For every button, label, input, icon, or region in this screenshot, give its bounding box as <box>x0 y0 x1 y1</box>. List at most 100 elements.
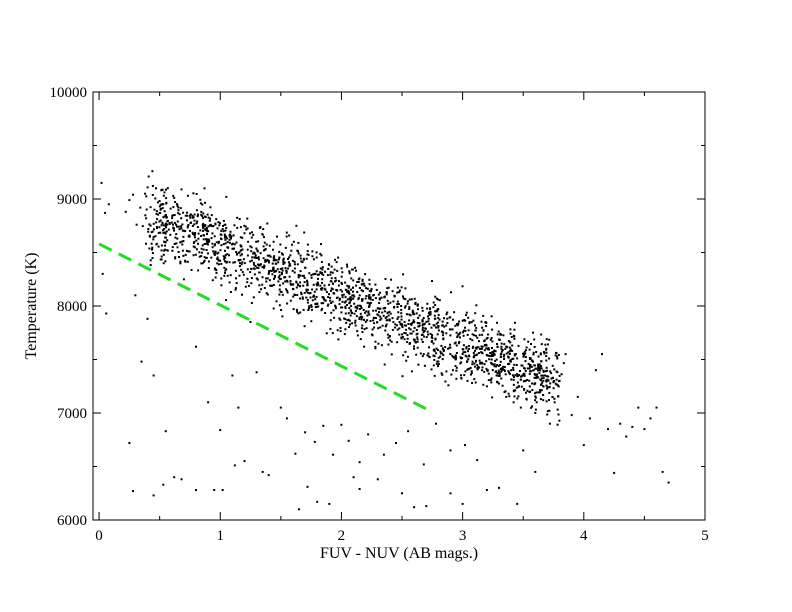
data-point <box>322 424 325 427</box>
data-point <box>329 296 332 299</box>
data-point <box>422 317 425 319</box>
data-point <box>426 354 429 357</box>
data-point <box>398 291 401 294</box>
data-point <box>239 265 241 268</box>
data-point <box>313 272 316 275</box>
data-point <box>503 368 506 371</box>
data-point <box>356 334 359 337</box>
data-point <box>278 250 281 253</box>
data-point <box>520 385 523 388</box>
data-point <box>419 352 422 355</box>
data-point <box>246 277 249 280</box>
data-point <box>292 308 295 311</box>
data-point <box>430 368 433 371</box>
data-point <box>266 293 269 296</box>
data-point <box>459 331 462 334</box>
data-point <box>425 336 428 339</box>
data-point <box>379 326 382 329</box>
data-point <box>255 240 258 243</box>
data-point <box>315 270 318 273</box>
data-point <box>383 310 386 313</box>
data-point <box>410 332 413 335</box>
data-point <box>372 317 375 320</box>
data-point <box>305 296 308 299</box>
data-point <box>163 191 166 194</box>
data-point <box>163 210 166 213</box>
data-point <box>426 330 429 333</box>
data-point <box>162 194 165 197</box>
data-point <box>509 348 512 351</box>
data-point <box>454 324 457 327</box>
data-point <box>316 284 319 287</box>
data-point <box>417 325 420 328</box>
data-point <box>405 359 408 362</box>
data-point <box>199 198 202 201</box>
data-point <box>536 373 539 376</box>
data-point <box>340 311 343 314</box>
data-point <box>144 192 147 195</box>
data-point <box>522 380 525 383</box>
data-point <box>249 321 252 323</box>
data-point <box>317 277 319 280</box>
data-point <box>398 333 401 336</box>
data-point <box>366 301 369 304</box>
data-point <box>193 240 196 243</box>
data-point <box>217 258 220 261</box>
data-point <box>234 269 237 272</box>
data-point <box>280 273 283 276</box>
data-point <box>368 313 371 316</box>
data-point <box>503 366 506 368</box>
data-point <box>306 281 309 283</box>
data-point <box>489 338 492 341</box>
data-point <box>446 317 449 320</box>
data-point <box>293 260 296 263</box>
data-point <box>250 236 253 239</box>
data-point <box>218 224 221 227</box>
data-point <box>282 259 285 261</box>
data-point <box>169 207 172 210</box>
data-point <box>474 312 477 315</box>
data-point <box>224 238 227 241</box>
data-point <box>236 226 239 229</box>
data-point <box>331 282 334 285</box>
data-point <box>400 305 403 307</box>
data-point <box>437 313 440 316</box>
data-point <box>538 371 541 374</box>
data-point <box>335 279 338 282</box>
data-point <box>264 260 267 263</box>
data-point <box>333 268 336 271</box>
data-point <box>457 322 460 325</box>
data-point <box>159 208 162 211</box>
data-point <box>367 311 370 314</box>
data-point <box>367 295 370 298</box>
data-point <box>242 258 245 261</box>
data-point <box>220 277 223 280</box>
data-point <box>363 328 366 331</box>
data-point <box>166 223 169 226</box>
data-point <box>172 223 174 226</box>
data-point <box>172 214 175 217</box>
data-point <box>485 325 488 327</box>
data-point <box>173 214 176 216</box>
data-point <box>174 201 177 203</box>
data-point <box>508 346 511 349</box>
data-point <box>316 273 319 276</box>
data-point <box>159 258 162 261</box>
data-point <box>280 271 283 274</box>
data-point <box>370 289 373 292</box>
data-point <box>310 274 313 277</box>
data-point <box>287 267 290 270</box>
data-point <box>165 197 168 200</box>
data-point <box>221 489 224 491</box>
data-point <box>101 272 104 275</box>
data-point <box>421 355 424 358</box>
data-point <box>176 225 178 228</box>
data-point <box>177 209 180 212</box>
data-point <box>268 261 270 264</box>
data-point <box>159 219 162 222</box>
data-point <box>272 248 274 251</box>
data-point <box>306 243 309 246</box>
data-point <box>224 260 226 263</box>
data-point <box>149 206 152 209</box>
